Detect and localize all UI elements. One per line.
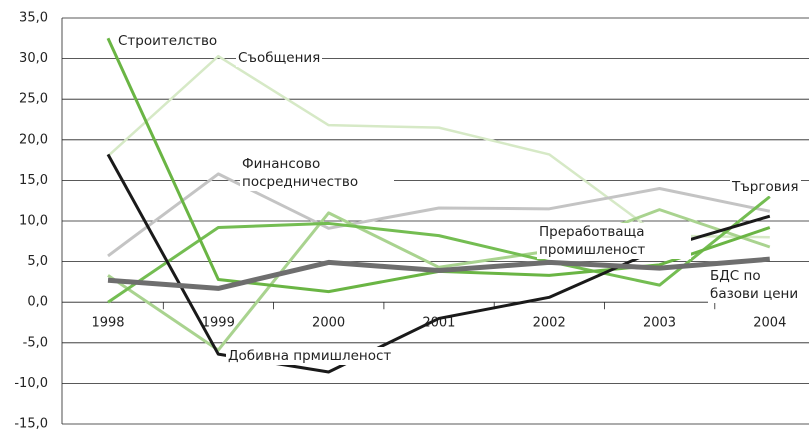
y-tick-label: 15,0 (19, 173, 48, 188)
y-tick-label: -10,0 (14, 376, 48, 391)
x-tick-label: 2003 (643, 316, 676, 331)
series-label: Строителство (116, 32, 220, 50)
series-label: Добивна прмишленост (226, 347, 394, 365)
y-tick-label: 10,0 (19, 214, 48, 229)
y-tick-label: 35,0 (19, 11, 48, 26)
y-tick-label: 30,0 (19, 51, 48, 66)
series-line (107, 195, 771, 304)
y-tick-label: -5,0 (23, 335, 48, 350)
series-line (107, 54, 770, 239)
y-tick-label: 25,0 (19, 92, 48, 107)
series-line (107, 172, 771, 258)
x-tick-label: 2002 (533, 316, 566, 331)
y-tick-label: 5,0 (27, 254, 48, 269)
series-label: Търговия (730, 178, 801, 196)
series-label: Финансово посредничество (240, 155, 394, 191)
y-tick-label: -15,0 (14, 417, 48, 429)
x-tick-label: 2000 (312, 316, 345, 331)
y-tick-label: 20,0 (19, 132, 48, 147)
series-line (107, 208, 771, 352)
x-tick-label: 1999 (202, 316, 235, 331)
series-line (107, 256, 771, 291)
y-tick-label: 0,0 (27, 295, 48, 310)
series-label: Съобщения (236, 49, 323, 67)
x-tick-label: 2004 (753, 316, 786, 331)
series-line (106, 153, 771, 374)
series-label: Преработваща промишленост (537, 223, 691, 259)
x-tick-label: 2001 (422, 316, 455, 331)
x-tick-label: 1998 (91, 316, 124, 331)
series-label: БДС по базови цени (708, 267, 809, 303)
